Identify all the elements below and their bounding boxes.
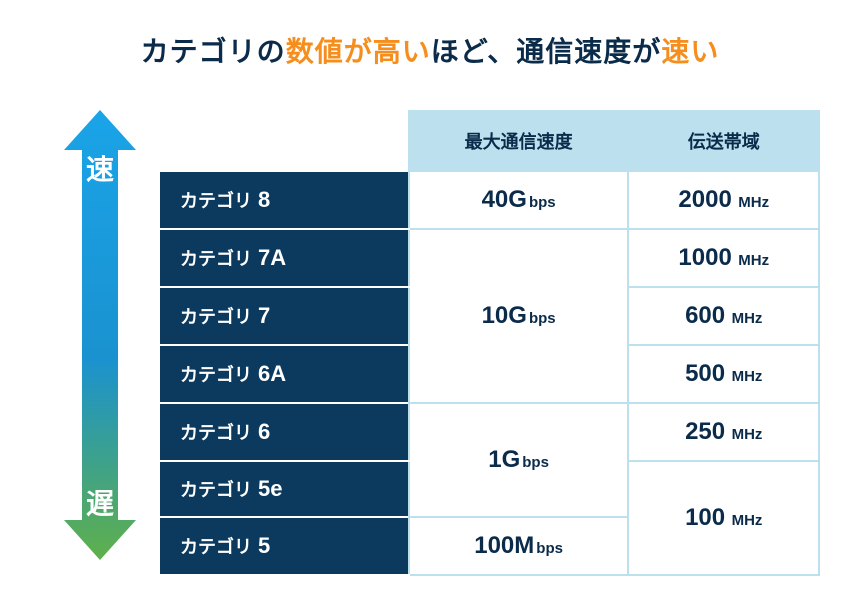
category-number: 5e — [258, 476, 282, 501]
content-row: 速 遅 最大通信速度 伝送帯域 カテゴリ840Gbps2000 MHzカテゴリ7… — [40, 110, 820, 576]
title-accent1: 数値が高い — [286, 36, 431, 67]
category-number: 7 — [258, 303, 270, 328]
category-prefix: カテゴリ — [180, 249, 252, 269]
speed-value: 40G — [482, 186, 527, 213]
band-unit: MHz — [738, 194, 769, 211]
category-prefix: カテゴリ — [180, 191, 252, 211]
speed-unit: bps — [529, 310, 556, 327]
table-row: カテゴリ840Gbps2000 MHz — [160, 171, 819, 229]
band-unit: MHz — [732, 368, 763, 385]
band-cell: 600 MHz — [628, 287, 819, 345]
band-unit: MHz — [738, 252, 769, 269]
category-table: 最大通信速度 伝送帯域 カテゴリ840Gbps2000 MHzカテゴリ7A10G… — [160, 110, 820, 576]
category-cell: カテゴリ 5e — [160, 461, 409, 517]
category-prefix: カテゴリ — [180, 423, 252, 443]
category-prefix: カテゴリ — [180, 537, 252, 557]
category-number: 5 — [258, 533, 270, 558]
band-unit: MHz — [732, 512, 763, 529]
category-prefix: カテゴリ — [180, 365, 252, 385]
category-number: 6 — [258, 419, 270, 444]
band-cell: 2000 MHz — [628, 171, 819, 229]
category-cell: カテゴリ 7A — [160, 229, 409, 287]
speed-unit: bps — [536, 540, 563, 557]
speed-arrow: 速 遅 — [64, 110, 136, 560]
band-value: 100 — [685, 504, 725, 531]
speed-cell: 40Gbps — [409, 171, 629, 229]
category-cell: カテゴリ 6A — [160, 345, 409, 403]
arrow-column: 速 遅 — [40, 110, 160, 576]
header-band: 伝送帯域 — [628, 111, 819, 171]
speed-value: 1G — [488, 446, 520, 473]
category-cell: カテゴリ 7 — [160, 287, 409, 345]
band-cell: 500 MHz — [628, 345, 819, 403]
category-number: 6A — [258, 361, 286, 386]
band-value: 250 — [685, 418, 725, 445]
speed-cell: 10Gbps — [409, 229, 629, 403]
table-corner — [160, 111, 409, 171]
speed-cell: 1Gbps — [409, 403, 629, 517]
speed-value: 100M — [474, 532, 534, 559]
band-value: 600 — [685, 302, 725, 329]
table-row: カテゴリ61Gbps250 MHz — [160, 403, 819, 461]
speed-value: 10G — [482, 302, 527, 329]
category-cell: カテゴリ 6 — [160, 403, 409, 461]
category-number: 8 — [258, 187, 270, 212]
arrow-label-fast: 速 — [86, 148, 114, 188]
band-unit: MHz — [732, 426, 763, 443]
header-speed: 最大通信速度 — [409, 111, 629, 171]
speed-unit: bps — [522, 454, 549, 471]
band-value: 500 — [685, 360, 725, 387]
band-unit: MHz — [732, 310, 763, 327]
arrow-label-slow: 遅 — [86, 482, 114, 522]
category-prefix: カテゴリ — [180, 480, 252, 500]
band-value: 1000 — [678, 244, 731, 271]
speed-unit: bps — [529, 194, 556, 211]
table-row: カテゴリ7A10Gbps1000 MHz — [160, 229, 819, 287]
category-number: 7A — [258, 245, 286, 270]
category-cell: カテゴリ 5 — [160, 517, 409, 575]
band-cell: 250 MHz — [628, 403, 819, 461]
category-prefix: カテゴリ — [180, 307, 252, 327]
title-mid: ほど、通信速度が — [431, 36, 662, 67]
title-accent2: 速い — [661, 36, 719, 67]
band-cell: 100 MHz — [628, 461, 819, 575]
band-cell: 1000 MHz — [628, 229, 819, 287]
table-wrap: 最大通信速度 伝送帯域 カテゴリ840Gbps2000 MHzカテゴリ7A10G… — [160, 110, 820, 576]
title-pre: カテゴリの — [141, 36, 286, 67]
band-value: 2000 — [678, 186, 731, 213]
page-title: カテゴリの数値が高いほど、通信速度が速い — [40, 30, 820, 70]
speed-cell: 100Mbps — [409, 517, 629, 575]
category-cell: カテゴリ 8 — [160, 171, 409, 229]
